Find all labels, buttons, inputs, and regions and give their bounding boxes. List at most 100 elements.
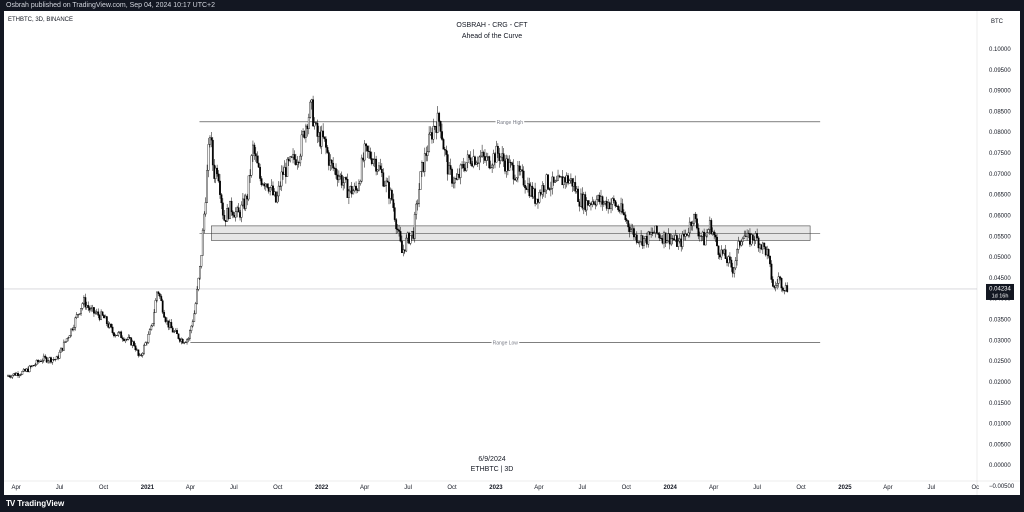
candle-body — [27, 368, 29, 373]
candle-body — [221, 202, 224, 216]
candle-body — [395, 219, 398, 230]
tradingview-icon: TV — [6, 499, 15, 508]
price-chart[interactable]: ETHBTC, 3D, BINANCE OSBRAH - CRG - CFT A… — [4, 11, 1020, 495]
y-tick-label: 0.06000 — [989, 213, 1011, 219]
candle-body — [607, 202, 610, 209]
y-tick-label: 0.10000 — [989, 47, 1011, 53]
candle-body — [302, 131, 304, 136]
x-tick-label: Apr — [360, 485, 369, 491]
candle-body — [653, 232, 655, 234]
candle-body — [433, 126, 436, 128]
candle-body — [677, 240, 680, 247]
candle-body — [686, 233, 688, 236]
candle-body — [369, 151, 372, 159]
symbol-label: ETHBTC, 3D, BINANCE — [8, 17, 73, 23]
candle-body — [482, 152, 485, 157]
candle-body — [628, 226, 631, 232]
candle-body — [32, 365, 35, 367]
candle-body — [572, 182, 575, 187]
candle-body — [154, 300, 157, 313]
candle-body — [637, 241, 640, 243]
candle-body — [368, 150, 370, 152]
candle-body — [717, 245, 720, 255]
candle-body — [525, 187, 528, 190]
candle-body — [723, 249, 726, 254]
candle-body — [44, 355, 47, 358]
candle-body — [452, 182, 455, 184]
candle-body — [72, 327, 75, 331]
candle-body — [531, 185, 534, 198]
candle-body — [431, 132, 433, 140]
candle-body — [98, 315, 101, 320]
candle-body — [458, 173, 461, 178]
candle-body — [519, 169, 522, 172]
candle-body — [62, 341, 65, 351]
candle-body — [333, 167, 336, 169]
candle-body — [568, 180, 571, 184]
candle-body — [691, 223, 694, 226]
candle-body — [621, 203, 624, 213]
candle-body — [612, 198, 615, 201]
x-tick-label: Apr — [709, 485, 718, 491]
x-tick-label: Jul — [579, 485, 587, 491]
candle-body — [393, 207, 396, 220]
x-tick-label: 2025 — [838, 485, 852, 491]
candle-body — [360, 157, 363, 182]
candle-body — [191, 321, 194, 327]
candle-body — [522, 170, 525, 186]
candle-body — [667, 233, 670, 241]
candle-body — [740, 241, 743, 246]
candle-body — [71, 328, 74, 331]
candle-body — [150, 325, 153, 330]
x-tick-label: 2024 — [664, 485, 678, 491]
candle-body — [77, 314, 80, 316]
tradingview-logo[interactable]: TV TradingView — [6, 499, 64, 508]
candle-body — [538, 191, 541, 203]
candle-body — [7, 375, 9, 377]
candle-body — [769, 255, 771, 265]
last-price-box — [986, 283, 1014, 300]
candle-body — [700, 235, 703, 237]
candle-body — [171, 327, 174, 333]
range-low-label: Range Low — [493, 340, 519, 346]
candle-body — [741, 237, 744, 242]
candle-body — [242, 198, 244, 206]
candle-body — [465, 162, 468, 171]
candle-body — [726, 258, 728, 264]
candle-body — [627, 220, 630, 228]
currency-label: BTC — [991, 19, 1004, 25]
x-tick-label: Oct — [447, 485, 457, 491]
chart-subtitle: Ahead of the Curve — [462, 33, 522, 40]
candle-body — [743, 235, 746, 239]
candle-body — [259, 166, 261, 179]
candle-body — [539, 191, 542, 195]
annotation-layer: Range High Range Low — [4, 118, 977, 348]
candle-body — [567, 175, 569, 184]
candle-body — [336, 174, 339, 181]
candle-body — [472, 156, 475, 167]
candle-body — [180, 338, 183, 342]
candle-body — [286, 158, 289, 177]
candle-body — [400, 240, 403, 254]
candle-body — [761, 242, 764, 250]
candle-body — [746, 232, 748, 237]
candle-body — [641, 235, 644, 246]
candle-body — [95, 311, 98, 314]
candle-body — [681, 233, 684, 247]
candle-body — [295, 159, 297, 165]
candle-body — [469, 157, 472, 164]
candle-body — [604, 200, 607, 204]
candle-body — [74, 317, 77, 328]
candle-body — [498, 153, 501, 161]
candle-body — [266, 183, 269, 188]
candle-body — [714, 234, 717, 238]
candle-body — [80, 308, 82, 314]
candle-body — [186, 339, 188, 343]
candle-body — [670, 238, 673, 245]
candle-body — [464, 167, 466, 171]
candle-body — [216, 167, 219, 175]
candle-body — [184, 341, 187, 343]
candle-body — [343, 177, 346, 183]
candle-body — [358, 183, 360, 191]
candle-body — [759, 244, 761, 249]
